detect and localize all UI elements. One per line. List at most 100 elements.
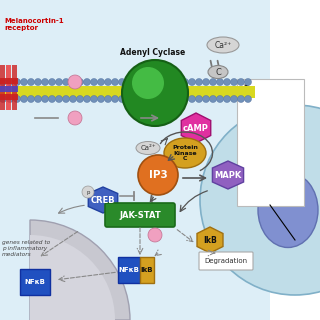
Ellipse shape <box>258 172 318 247</box>
Circle shape <box>237 95 244 102</box>
Text: Adenyl Cyclase: Adenyl Cyclase <box>120 47 186 57</box>
Circle shape <box>122 60 188 126</box>
Circle shape <box>6 78 13 85</box>
Circle shape <box>6 95 13 102</box>
Circle shape <box>91 95 98 102</box>
Text: CREB: CREB <box>91 196 115 204</box>
Circle shape <box>28 95 35 102</box>
Circle shape <box>147 78 154 85</box>
Circle shape <box>13 95 20 102</box>
Circle shape <box>223 95 230 102</box>
FancyBboxPatch shape <box>199 252 253 270</box>
Circle shape <box>140 95 147 102</box>
Polygon shape <box>181 113 211 143</box>
Circle shape <box>49 95 55 102</box>
Circle shape <box>210 78 217 85</box>
Circle shape <box>82 186 94 198</box>
Circle shape <box>62 78 69 85</box>
Polygon shape <box>88 187 118 213</box>
Circle shape <box>181 78 188 85</box>
Bar <box>0 86 18 92</box>
Bar <box>0 78 18 84</box>
Polygon shape <box>140 257 154 283</box>
Circle shape <box>138 155 178 195</box>
Circle shape <box>55 95 62 102</box>
Circle shape <box>154 78 161 85</box>
Circle shape <box>0 78 6 85</box>
Bar <box>0 94 18 100</box>
Text: genes related to
p inflammatory
mediators: genes related to p inflammatory mediator… <box>2 240 50 257</box>
Circle shape <box>55 78 62 85</box>
Circle shape <box>118 95 125 102</box>
Wedge shape <box>30 220 130 320</box>
Text: cAMP: cAMP <box>183 124 209 132</box>
Circle shape <box>20 95 28 102</box>
Circle shape <box>0 95 6 102</box>
Circle shape <box>68 111 82 125</box>
Text: Ca²⁺: Ca²⁺ <box>214 41 232 50</box>
Polygon shape <box>197 227 223 253</box>
Circle shape <box>188 95 196 102</box>
Circle shape <box>84 95 91 102</box>
Ellipse shape <box>164 138 206 168</box>
Circle shape <box>28 78 35 85</box>
Text: C: C <box>215 68 221 76</box>
Circle shape <box>237 78 244 85</box>
Ellipse shape <box>208 66 228 78</box>
Circle shape <box>118 78 125 85</box>
Bar <box>6 65 11 110</box>
Circle shape <box>148 228 162 242</box>
Circle shape <box>147 95 154 102</box>
Circle shape <box>188 78 196 85</box>
Circle shape <box>230 78 237 85</box>
Polygon shape <box>118 257 140 283</box>
Circle shape <box>167 95 174 102</box>
Circle shape <box>125 78 132 85</box>
Polygon shape <box>20 269 50 295</box>
Circle shape <box>42 95 49 102</box>
Circle shape <box>13 78 20 85</box>
Circle shape <box>196 95 203 102</box>
Wedge shape <box>30 235 115 320</box>
Circle shape <box>76 78 84 85</box>
Circle shape <box>125 95 132 102</box>
Circle shape <box>105 78 111 85</box>
Circle shape <box>210 95 217 102</box>
Circle shape <box>223 78 230 85</box>
Bar <box>12 65 17 110</box>
Circle shape <box>181 95 188 102</box>
Text: Melanocortin-1
receptor: Melanocortin-1 receptor <box>4 18 64 31</box>
Text: Protein
Kinase
C: Protein Kinase C <box>172 145 198 161</box>
Circle shape <box>98 95 105 102</box>
Circle shape <box>244 78 252 85</box>
Circle shape <box>140 78 147 85</box>
Text: IkB: IkB <box>203 236 217 244</box>
Circle shape <box>161 78 167 85</box>
Circle shape <box>132 78 140 85</box>
Text: NFκB: NFκB <box>25 279 45 285</box>
Circle shape <box>76 95 84 102</box>
Text: IkB: IkB <box>141 267 153 273</box>
Ellipse shape <box>136 141 160 155</box>
Text: JAK-STAT: JAK-STAT <box>119 211 161 220</box>
Text: MAPK: MAPK <box>214 171 242 180</box>
Circle shape <box>244 95 252 102</box>
Text: Degradation: Degradation <box>204 258 248 264</box>
Circle shape <box>174 78 181 85</box>
Ellipse shape <box>207 37 239 53</box>
Circle shape <box>196 78 203 85</box>
Circle shape <box>35 95 42 102</box>
Text: NFκB: NFκB <box>119 267 140 273</box>
Circle shape <box>98 78 105 85</box>
Circle shape <box>84 78 91 85</box>
Circle shape <box>203 95 210 102</box>
Circle shape <box>42 78 49 85</box>
Polygon shape <box>0 0 270 320</box>
Circle shape <box>174 95 181 102</box>
Circle shape <box>161 95 167 102</box>
Circle shape <box>20 78 28 85</box>
Circle shape <box>132 95 140 102</box>
Bar <box>0 65 5 110</box>
Circle shape <box>200 105 320 295</box>
Circle shape <box>69 78 76 85</box>
